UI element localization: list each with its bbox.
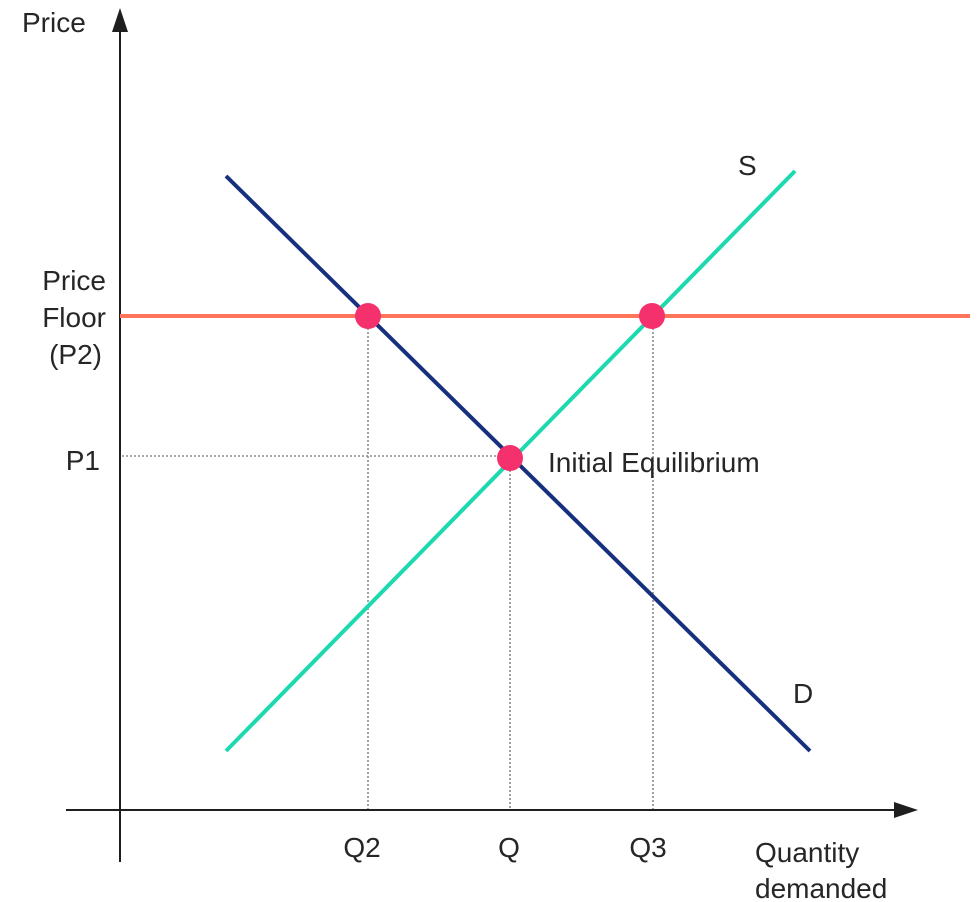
q2-label: Q2 (343, 832, 380, 863)
p1-label: P1 (66, 445, 100, 476)
supply-label: S (738, 150, 757, 181)
x-axis-arrow-icon (894, 802, 918, 818)
y-axis-arrow-icon (112, 8, 128, 32)
price-floor-label-line2: Floor (42, 302, 106, 333)
x-axis-label-line1: Quantity (755, 837, 859, 868)
price-floor-label-line1: Price (42, 265, 106, 296)
y-axis-label: Price (22, 7, 86, 38)
q3-label: Q3 (629, 832, 666, 863)
q-label: Q (498, 832, 520, 863)
equilibrium-point (497, 445, 523, 471)
equilibrium-label: Initial Equilibrium (548, 447, 760, 478)
q2-floor-point (355, 303, 381, 329)
q3-floor-point (639, 303, 665, 329)
demand-label: D (793, 678, 813, 709)
x-axis-label-line2: demanded (755, 873, 887, 902)
price-floor-label-line3: (P2) (49, 339, 102, 370)
